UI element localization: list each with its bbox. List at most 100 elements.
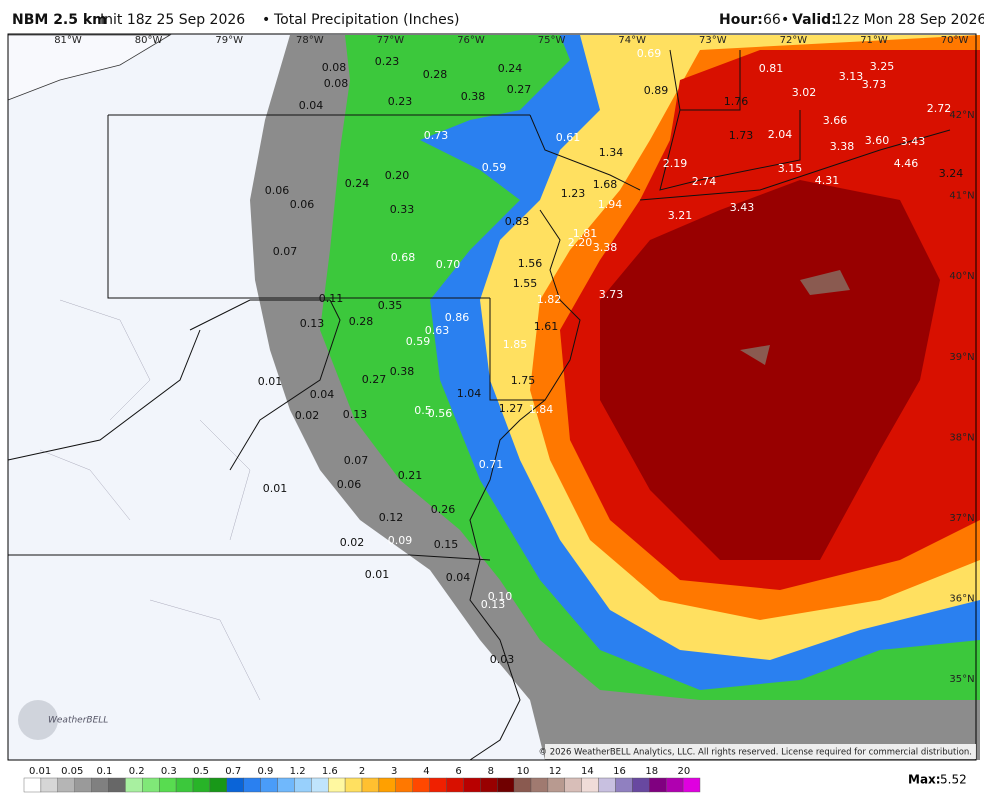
colorbar-label: 0.05 — [61, 766, 83, 777]
latitude-label: 39°N — [949, 352, 974, 363]
precip-value: 0.09 — [388, 534, 413, 547]
precip-value: 0.81 — [759, 62, 784, 75]
precip-value: 3.66 — [823, 114, 848, 127]
precip-value: 0.06 — [290, 198, 315, 211]
colorbar-swatch — [57, 777, 75, 793]
map: © 2026 WeatherBELL Analytics, LLC. All r… — [7, 33, 980, 761]
colorbar-swatch — [513, 777, 532, 793]
precip-value: 0.59 — [406, 335, 431, 348]
precip-value: 1.27 — [499, 402, 524, 415]
colorbar-swatch — [344, 777, 363, 793]
colorbar-swatch — [108, 777, 126, 793]
precip-value: 0.13 — [300, 317, 325, 330]
longitude-label: 75°W — [538, 35, 566, 46]
colorbar-swatch — [91, 777, 109, 793]
precip-value: 0.06 — [265, 184, 290, 197]
colorbar-swatch — [395, 777, 413, 793]
precip-value: 0.68 — [391, 251, 416, 264]
colorbar-label: 0.3 — [161, 766, 177, 777]
precip-value: 2.20 — [568, 236, 593, 249]
colorbar-swatch — [632, 777, 650, 793]
precip-value: 1.23 — [561, 187, 586, 200]
precip-value: 1.55 — [513, 277, 538, 290]
colorbar-label: 12 — [549, 766, 562, 777]
precip-value: 0.08 — [322, 61, 347, 74]
county-lines — [39, 299, 261, 701]
precip-value: 3.15 — [778, 162, 803, 175]
copyright-box — [545, 744, 976, 759]
precip-value: 0.23 — [375, 55, 400, 68]
logo-mark — [18, 700, 58, 740]
colorbar-swatch — [226, 777, 244, 793]
coastline — [469, 129, 951, 761]
precip-value: 0.01 — [365, 568, 390, 581]
precip-value: 1.85 — [503, 338, 528, 351]
precip-value: 0.59 — [482, 161, 507, 174]
precip-value: 0.73 — [424, 129, 449, 142]
precip-value: 0.63 — [425, 324, 450, 337]
precip-value: 0.01 — [263, 482, 288, 495]
separator: • — [781, 12, 789, 28]
precip-value: 0.28 — [423, 68, 448, 81]
precip-value: 4.46 — [894, 157, 919, 170]
colorbar-label: 0.5 — [193, 766, 209, 777]
colorbar-swatch — [158, 777, 177, 793]
latitude-label: 42°N — [949, 110, 974, 121]
precip-value: 0.07 — [344, 454, 369, 467]
latitude-label: 36°N — [949, 594, 974, 605]
precip-value: 0.02 — [340, 536, 365, 549]
valid-time: 12z Mon 28 Sep 2026 — [834, 12, 984, 28]
colorbar-swatch — [564, 777, 582, 793]
hour: 66 — [763, 12, 781, 28]
precip-value: 3.25 — [870, 60, 895, 73]
longitude-label: 80°W — [135, 35, 163, 46]
precip-value: 3.24 — [939, 167, 964, 180]
precip-value: 0.27 — [362, 373, 387, 386]
precip-value: 1.68 — [593, 178, 618, 191]
precip-value: 0.86 — [445, 311, 470, 324]
precip-value: 1.94 — [598, 198, 623, 211]
valid-label: Valid: — [792, 12, 837, 28]
precip-value: 0.70 — [436, 258, 461, 271]
precip-value: 3.73 — [862, 78, 887, 91]
precip-value: 0.26 — [431, 503, 456, 516]
precip-value: 0.38 — [390, 365, 415, 378]
latitude-label: 38°N — [949, 432, 974, 443]
colorbar-label: 0.9 — [257, 766, 273, 777]
latitude-label: 35°N — [949, 674, 974, 685]
precip-value: 0.27 — [507, 83, 532, 96]
colorbar-swatch — [463, 777, 481, 793]
colorbar-swatch — [480, 777, 498, 793]
colorbar-swatch — [277, 777, 295, 793]
precip-value: 0.35 — [378, 299, 403, 312]
precip-value: 3.43 — [730, 201, 755, 214]
precip-brown — [740, 270, 850, 365]
colorbar-swatch — [74, 777, 92, 793]
precip-value: 1.82 — [537, 293, 562, 306]
precip-value: 0.71 — [479, 458, 504, 471]
separator: • — [262, 12, 270, 28]
colorbar-label: 20 — [678, 766, 691, 777]
precip-value: 0.02 — [295, 409, 320, 422]
model-name: NBM 2.5 km — [12, 12, 107, 28]
precip-value: 0.03 — [490, 653, 515, 666]
latitude-label: 40°N — [949, 271, 974, 282]
colorbar-swatch — [142, 777, 160, 793]
longitude-label: 72°W — [780, 35, 808, 46]
precip-value: 1.81 — [573, 227, 598, 240]
colorbar-label: 10 — [517, 766, 530, 777]
precip-value: 0.04 — [446, 571, 471, 584]
max-value: 5.52 — [940, 773, 967, 787]
precip-value: 0.33 — [390, 203, 415, 216]
colorbar-swatch — [446, 777, 464, 793]
latitude-label: 37°N — [949, 513, 974, 524]
copyright: © 2026 WeatherBELL Analytics, LLC. All r… — [539, 748, 972, 758]
precip-value: 1.56 — [518, 257, 543, 270]
precip-value: 0.07 — [273, 245, 298, 258]
precip-value: 3.21 — [668, 209, 693, 222]
colorbar-swatch — [649, 777, 667, 793]
precip-value: 0.13 — [343, 408, 368, 421]
precip-value: 1.75 — [511, 374, 536, 387]
colorbar-swatch — [497, 777, 515, 793]
